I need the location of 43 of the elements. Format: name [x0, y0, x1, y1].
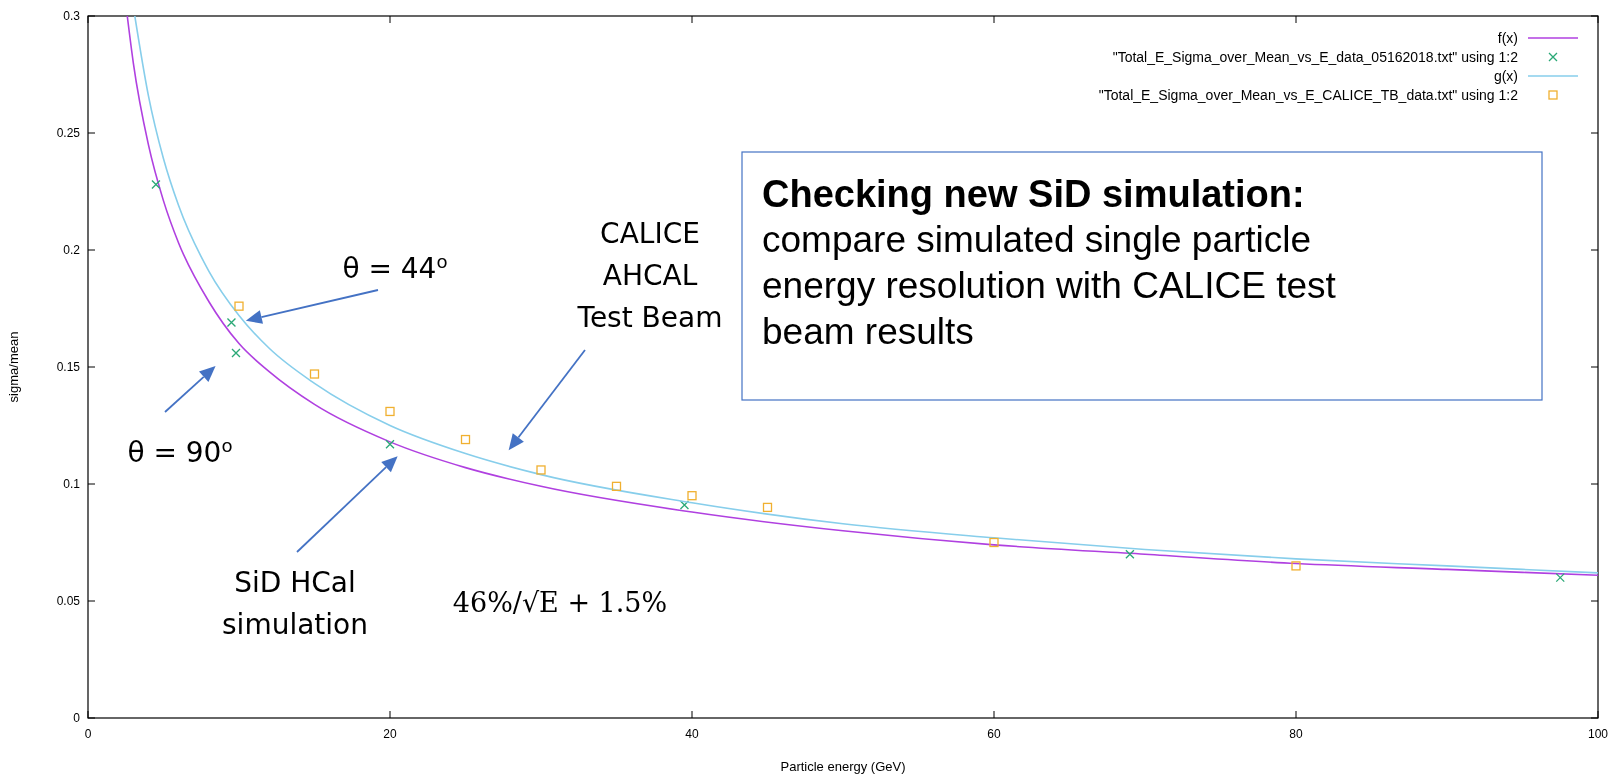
- annotation: θ = 44$^{o}$: [342, 250, 448, 285]
- y-tick-label: 0.25: [56, 126, 81, 140]
- point: [762, 502, 773, 513]
- point: [385, 406, 395, 417]
- y-tick-label: 0.3: [63, 9, 81, 23]
- y-axis-title: sigma/mean: [6, 331, 21, 403]
- annotation: CALICE AHCAL Test Beam: [576, 217, 723, 334]
- point: [231, 348, 241, 358]
- point: [536, 465, 546, 475]
- x-tick-label: 0: [84, 727, 92, 741]
- y-tick-label: 0.2: [63, 243, 81, 257]
- point: [385, 439, 395, 449]
- point: [1555, 572, 1565, 583]
- text: compare simulated single particle energy resolution with CALICE test beam results: [762, 219, 1337, 352]
- x-tick-label: 60: [987, 727, 1001, 741]
- legend-label: g(x): [1493, 68, 1518, 84]
- point: [611, 481, 622, 491]
- x-tick-label: 40: [685, 727, 699, 741]
- y-tick-label: 0: [73, 711, 81, 725]
- x-tick-label: 20: [383, 727, 397, 741]
- point: [679, 500, 690, 510]
- annotation: 46%/√E + 1.5%: [452, 587, 668, 618]
- point: [687, 491, 697, 501]
- text: Checking new SiD simulation:: [762, 173, 1305, 215]
- point: [226, 317, 237, 328]
- y-tick-label: 0.05: [56, 594, 81, 608]
- point: [234, 301, 244, 311]
- point: [460, 434, 471, 445]
- x-tick-label: 80: [1289, 727, 1303, 741]
- point: [151, 179, 161, 190]
- point: [309, 369, 320, 379]
- point: [1125, 549, 1135, 559]
- legend-label: f(x): [1497, 30, 1518, 46]
- x-axis-title: Particle energy (GeV): [780, 759, 906, 774]
- legend-label: "Total_E_Sigma_over_Mean_vs_E_CALICE_TB_data.txt" using 1:2: [1098, 87, 1519, 103]
- y-tick-label: 0.15: [56, 360, 81, 374]
- y-tick-label: 0.1: [63, 477, 81, 491]
- annotation: θ = 90$^{o}$: [127, 434, 233, 469]
- legend-label: "Total_E_Sigma_over_Mean_vs_E_data_05162018.txt" using 1:2: [1112, 49, 1519, 65]
- x-tick-label: 100: [1587, 727, 1609, 741]
- annotation: SiD HCal simulation: [222, 566, 368, 641]
- point: [989, 537, 999, 548]
- point: [1291, 561, 1301, 571]
